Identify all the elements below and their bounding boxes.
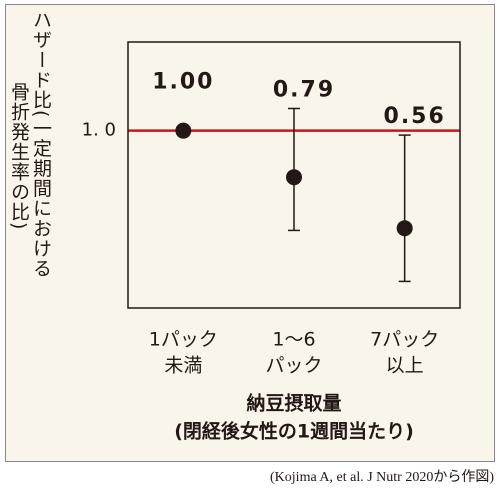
point [286,169,302,186]
x-axis-subtitle: (閉経後女性の1週間当たり) [174,420,414,443]
point [175,122,192,139]
x-axis-title: 納豆摂取量 [246,392,341,415]
y-axis-title: ハザード比(一定期間における [30,10,52,279]
plot-area [127,41,461,309]
point [396,220,413,237]
y-tick-label: 1. 0 [82,120,116,141]
value-label: 0.79 [273,78,335,103]
source: (Kojima A, et al. J Nutr 2020から作図) [270,469,494,485]
chart-frame [5,4,495,462]
x-tick-label: 7パック [370,329,439,351]
value-label: 0.56 [384,104,446,129]
x-tick-label: 1〜6 [272,329,315,351]
x-tick-label: パック [265,355,322,377]
x-tick-label: 1パック [149,329,218,351]
y-axis-title: 骨折発生率の比) [8,82,30,231]
value-label: 1.00 [152,70,214,95]
x-tick-label: 以上 [386,355,424,377]
x-tick-label: 未満 [164,355,202,377]
